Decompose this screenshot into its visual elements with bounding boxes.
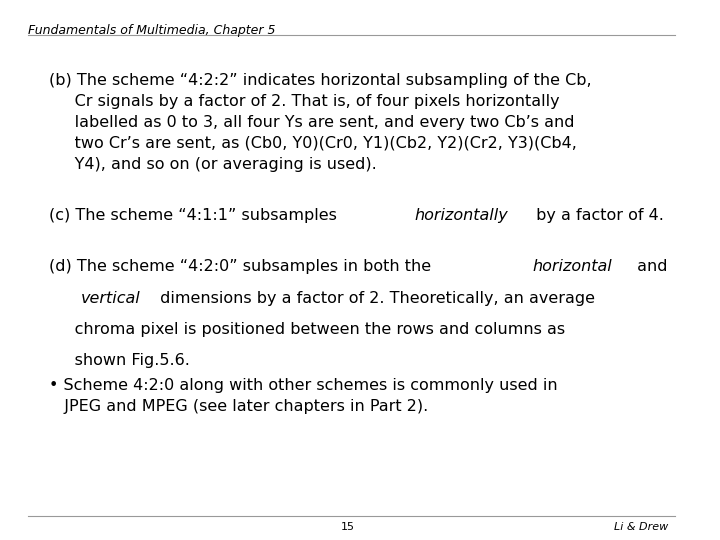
Text: horizontal: horizontal [532,259,612,274]
Text: by a factor of 4.: by a factor of 4. [531,208,665,223]
Text: dimensions by a factor of 2. Theoretically, an average: dimensions by a factor of 2. Theoretical… [156,291,595,306]
Text: vertical: vertical [81,291,140,306]
Text: Fundamentals of Multimedia, Chapter 5: Fundamentals of Multimedia, Chapter 5 [28,24,275,37]
Text: shown Fig.5.6.: shown Fig.5.6. [49,353,189,368]
Text: (c) The scheme “4:1:1” subsamples: (c) The scheme “4:1:1” subsamples [49,208,342,223]
Text: (b) The scheme “4:2:2” indicates horizontal subsampling of the Cb,
     Cr signa: (b) The scheme “4:2:2” indicates horizon… [49,73,591,172]
Text: (d) The scheme “4:2:0” subsamples in both the: (d) The scheme “4:2:0” subsamples in bot… [49,259,436,274]
Text: and: and [631,259,667,274]
Text: horizontally: horizontally [415,208,508,223]
Text: chroma pixel is positioned between the rows and columns as: chroma pixel is positioned between the r… [49,322,565,337]
Text: 15: 15 [341,522,355,531]
Text: • Scheme 4:2:0 along with other schemes is commonly used in
   JPEG and MPEG (se: • Scheme 4:2:0 along with other schemes … [49,378,557,414]
Text: Li & Drew: Li & Drew [614,522,668,531]
